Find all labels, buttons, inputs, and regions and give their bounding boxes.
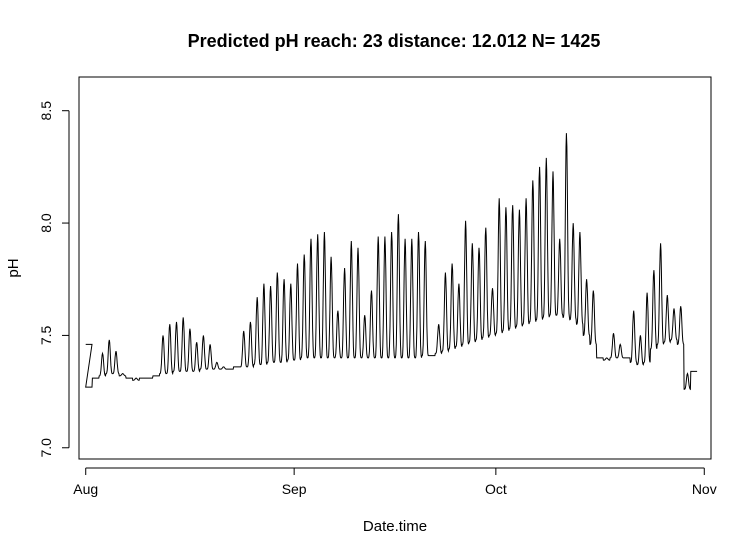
x-tick-label: Oct bbox=[485, 481, 507, 497]
chart-title: Predicted pH reach: 23 distance: 12.012 … bbox=[188, 31, 601, 51]
y-axis: 7.0 7.5 8.0 8.5 bbox=[38, 101, 70, 458]
y-tick-label: 8.0 bbox=[38, 213, 54, 233]
y-axis-label: pH bbox=[5, 258, 22, 277]
series-line bbox=[85, 133, 698, 391]
x-axis-label: Date.time bbox=[363, 518, 427, 535]
plot-frame bbox=[78, 76, 712, 460]
x-tick-label: Nov bbox=[692, 481, 717, 497]
y-tick-label: 8.5 bbox=[38, 101, 54, 121]
y-tick-label: 7.0 bbox=[38, 438, 54, 458]
x-axis: Aug Sep Oct Nov bbox=[73, 467, 717, 497]
y-tick-label: 7.5 bbox=[38, 325, 54, 345]
x-tick-label: Sep bbox=[282, 481, 307, 497]
x-tick-label: Aug bbox=[73, 481, 98, 497]
